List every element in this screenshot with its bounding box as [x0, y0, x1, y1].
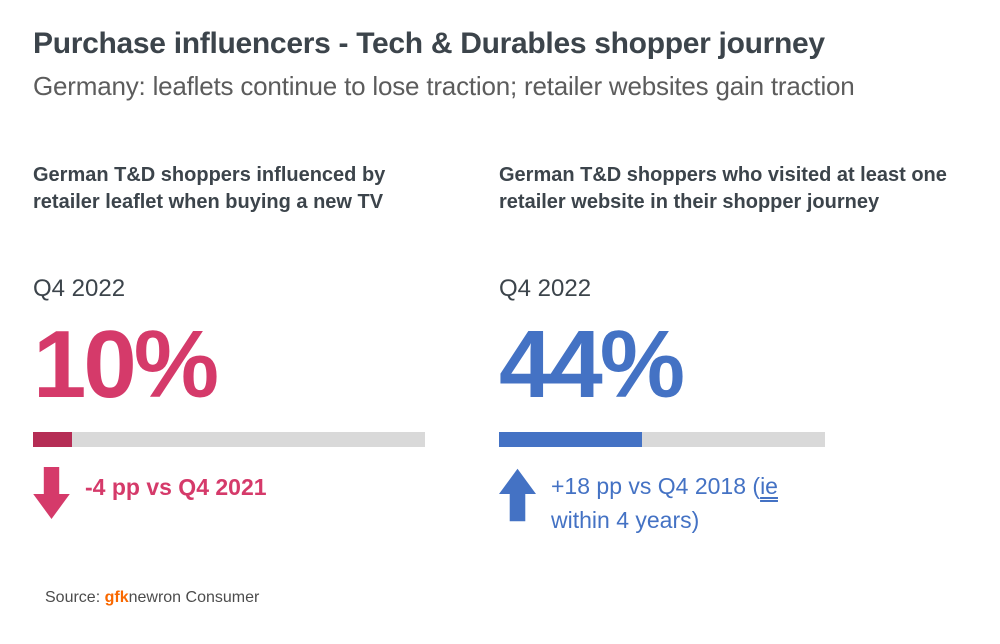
leaflet-progress-track [33, 432, 425, 447]
website-change-row: +18 pp vs Q4 2018 (ie within 4 years) [499, 467, 843, 537]
website-change-underlined: ie [760, 473, 778, 499]
leaflet-change-label: -4 pp vs Q4 2021 [85, 474, 267, 500]
website-progress-fill [499, 432, 643, 447]
website-change-suffix: within 4 years) [551, 507, 700, 533]
leaflet-period-label: Q4 2022 [33, 275, 126, 302]
leaflet-metric-value: 10% [33, 311, 219, 418]
source-note: Source: gfknewron Consumer [45, 589, 259, 607]
website-metric-value: 44% [499, 311, 685, 418]
leaflet-change-row: -4 pp vs Q4 2021 [33, 467, 267, 519]
leaflet-panel: German T&D shoppers influenced by retail… [33, 162, 433, 582]
gfk-brand: gfk [104, 589, 129, 606]
page-subtitle: Germany: leaflets continue to lose tract… [33, 71, 855, 101]
source-brand-suffix: newron Consumer [128, 589, 260, 606]
website-period-label: Q4 2022 [499, 275, 592, 302]
page-title: Purchase influencers - Tech & Durables s… [33, 27, 825, 60]
website-panel: German T&D shoppers who visited at least… [499, 162, 961, 582]
website-change-prefix: +18 pp vs Q4 2018 ( [551, 473, 761, 499]
leaflet-panel-heading: German T&D shoppers influenced by retail… [33, 164, 386, 213]
down-arrow-icon [33, 467, 70, 519]
up-arrow-icon [499, 468, 536, 522]
leaflet-progress-fill [33, 432, 73, 447]
website-change-label: +18 pp vs Q4 2018 (ie within 4 years) [551, 467, 843, 537]
source-label: Source: [45, 589, 105, 606]
website-panel-heading: German T&D shoppers who visited at least… [499, 164, 947, 213]
website-progress-track [499, 432, 825, 447]
